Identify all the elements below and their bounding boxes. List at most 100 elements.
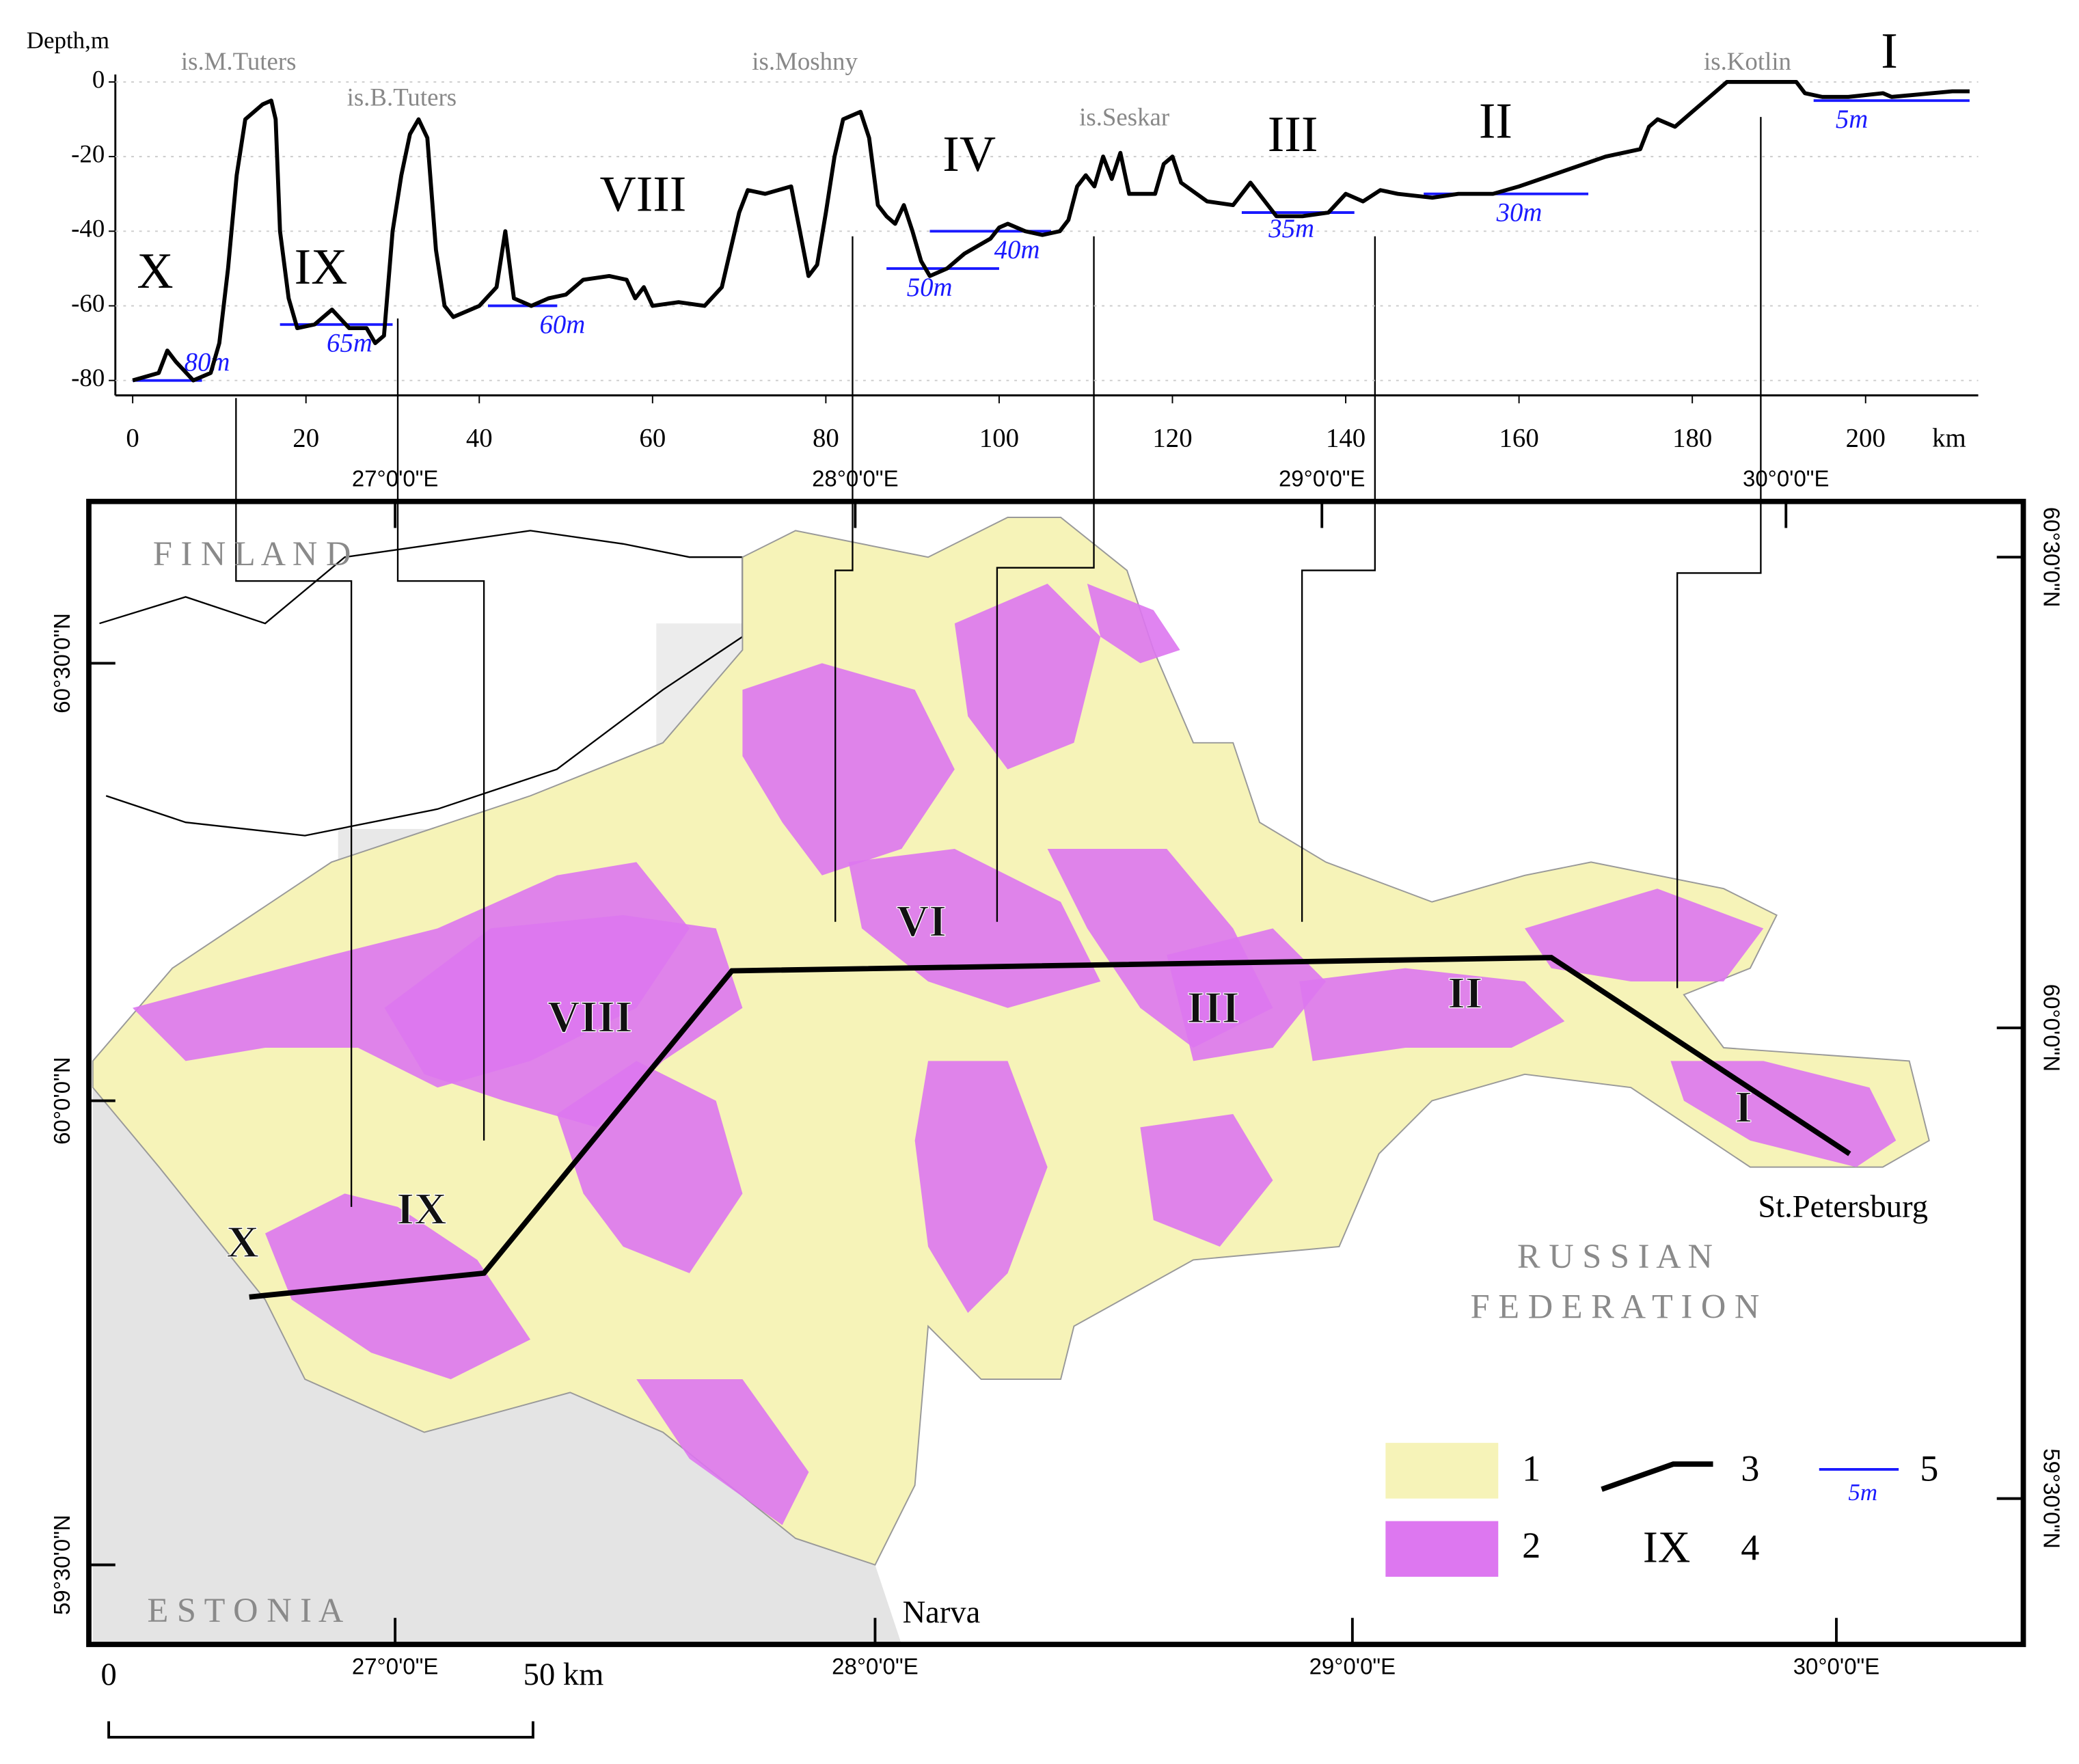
lon-tick-label: 30°0'0"E — [1793, 1654, 1880, 1679]
y-tick-label: -60 — [71, 289, 105, 317]
island-label: is.Kotlin — [1704, 47, 1791, 75]
clay-area — [1140, 1114, 1273, 1247]
lon-tick-label: 29°0'0"E — [1279, 465, 1365, 491]
map-zone-label: VIII — [547, 992, 633, 1042]
y-tick-label: -40 — [71, 215, 105, 243]
scale-bar — [107, 1721, 534, 1739]
clay-area — [556, 1061, 743, 1273]
profile-zone-label: IX — [295, 239, 348, 295]
link-arrow — [1676, 117, 1762, 988]
legend-key: 3 — [1741, 1448, 1759, 1489]
clay-area — [1525, 888, 1764, 982]
lon-tick-label: 28°0'0"E — [812, 465, 899, 491]
legend-depth-sample: 5m — [1848, 1479, 1877, 1506]
y-tick-label: 0 — [92, 65, 105, 93]
country-label: R U S S I A N — [1517, 1237, 1713, 1275]
map-zone-label: X — [226, 1217, 259, 1267]
profile-zone-label: X — [137, 243, 173, 299]
lat-tick-label: 59°30'0"N — [49, 1515, 74, 1615]
scale-label: 0 — [100, 1657, 116, 1692]
depth-mark-label: 65m — [327, 329, 372, 358]
country-label: E S T O N I A — [148, 1591, 344, 1629]
clay-area — [954, 583, 1101, 770]
profile-zone-label: IV — [942, 126, 996, 182]
map-zone-label: III — [1187, 983, 1240, 1033]
x-axis-unit: km — [1932, 423, 1966, 452]
lon-tick-label: 29°0'0"E — [1309, 1654, 1396, 1679]
clay-area — [384, 915, 743, 1128]
island-label: is.Moshny — [752, 47, 858, 75]
clay-area — [265, 1193, 531, 1380]
depth-mark-label: 80m — [185, 347, 230, 377]
link-arrow — [996, 236, 1095, 922]
x-tick-label: 120 — [1152, 423, 1192, 452]
profile-zone-label: III — [1268, 106, 1318, 162]
lon-tick-label: 30°0'0"E — [1743, 465, 1830, 491]
clay-area — [1670, 1061, 1897, 1167]
lat-tick-label: 60°0'0"N — [2039, 984, 2065, 1072]
y-axis-label: Depth,m — [27, 27, 109, 53]
depth-mark-label: 60m — [539, 310, 585, 339]
x-tick-label: 100 — [979, 423, 1019, 452]
estonia-relief — [92, 1087, 902, 1645]
lon-tick-label: 28°0'0"E — [832, 1654, 919, 1679]
lat-tick-label: 59°30'0"N — [2039, 1448, 2065, 1549]
legend-key: 2 — [1522, 1525, 1540, 1566]
clay-area — [1087, 583, 1180, 664]
clay-area — [914, 1061, 1048, 1314]
city-label: St.Petersburg — [1758, 1189, 1928, 1224]
map-zone-label: II — [1448, 968, 1482, 1018]
depth-profile — [132, 79, 1970, 383]
legend-key: 5 — [1920, 1448, 1938, 1489]
legend-swatch — [1385, 1521, 1499, 1577]
profile-links — [235, 117, 1762, 1207]
country-label: F I N L A N D — [153, 534, 351, 573]
depth-mark-label: 30m — [1496, 198, 1543, 228]
x-tick-label: 80 — [813, 423, 839, 452]
legend-line — [1601, 1461, 1713, 1492]
legend-swatch — [1385, 1443, 1499, 1499]
map-zone-label: VI — [897, 897, 947, 947]
y-tick-label: -20 — [71, 140, 105, 168]
lon-tick-label: 27°0'0"E — [352, 465, 439, 491]
legend-zone-sample: IX — [1643, 1522, 1691, 1572]
link-arrow — [235, 398, 353, 1207]
finland-coast — [99, 530, 744, 837]
island-label: is.M.Tuters — [181, 47, 297, 75]
clay-area — [636, 1379, 809, 1525]
lat-tick-label: 60°0'0"N — [49, 1057, 74, 1144]
profile-zone-label: II — [1479, 93, 1512, 149]
y-tick-label: -80 — [71, 364, 105, 392]
lat-tick-label: 60°30'0"N — [2039, 507, 2065, 608]
scale-label: 50 km — [524, 1657, 604, 1692]
map-content — [92, 517, 1930, 1566]
x-tick-label: 160 — [1499, 423, 1539, 452]
x-tick-label: 40 — [466, 423, 493, 452]
profile-zone-label: VIII — [599, 165, 686, 221]
city-label: Narva — [903, 1595, 981, 1630]
lon-tick-label: 27°0'0"E — [352, 1654, 439, 1679]
clay-area — [1299, 968, 1565, 1061]
clay-area — [742, 663, 955, 876]
depth-mark-label: 40m — [994, 235, 1040, 264]
map-zone-label: IX — [396, 1184, 446, 1234]
island-label: is.Seskar — [1079, 103, 1169, 131]
depth-mark-label: 35m — [1268, 214, 1314, 243]
link-arrow — [1301, 236, 1376, 922]
depth-mark-label: 5m — [1836, 105, 1868, 134]
map-zone-label: I — [1735, 1082, 1752, 1132]
x-tick-label: 60 — [639, 423, 666, 452]
x-tick-label: 200 — [1846, 423, 1886, 452]
legend-key: 4 — [1741, 1528, 1759, 1569]
transect-line — [249, 955, 1851, 1300]
x-tick-label: 140 — [1326, 423, 1365, 452]
x-tick-label: 180 — [1672, 423, 1712, 452]
x-tick-label: 20 — [293, 423, 319, 452]
link-arrow — [396, 318, 485, 1141]
link-arrow — [834, 236, 854, 922]
map-frame — [86, 498, 2026, 1647]
island-label: is.B.Tuters — [347, 83, 457, 111]
legend-key: 1 — [1522, 1448, 1540, 1489]
